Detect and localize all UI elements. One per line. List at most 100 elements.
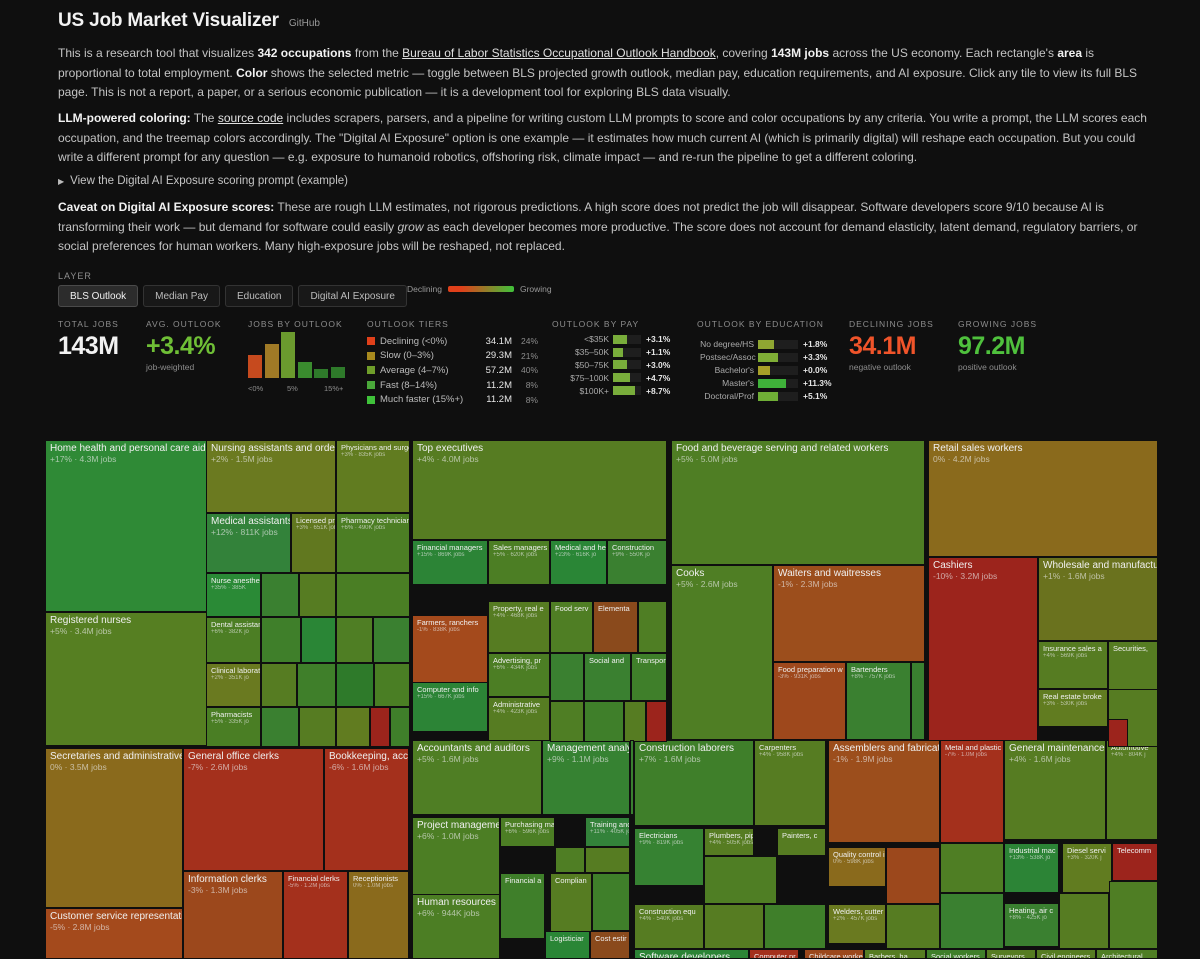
treemap-tile-transport[interactable]: Transport <box>631 653 667 701</box>
treemap-tile-small[interactable] <box>301 617 336 663</box>
treemap-tile-small[interactable] <box>646 701 667 742</box>
scoring-prompt-disclosure[interactable]: ▶ View the Digital AI Exposure scoring p… <box>58 175 348 187</box>
treemap-tile-information-clerks[interactable]: Information clerks -3% · 1.3M jobs <box>183 871 283 959</box>
treemap-tile-real-estate-broke[interactable]: Real estate broke +3% · 530K jobs <box>1038 689 1108 727</box>
source-code-link[interactable]: source code <box>217 111 284 125</box>
treemap-tile-physicians-and-surgeons[interactable]: Physicians and surgeons+3% · 835K jobs <box>336 440 410 513</box>
treemap-tile-small[interactable] <box>261 707 299 747</box>
treemap-tile-financial-a[interactable]: Financial a <box>500 873 545 939</box>
bls-handbook-link[interactable]: Bureau of Labor Statistics Occupational … <box>402 46 716 60</box>
treemap-tile-insurance-sales-a[interactable]: Insurance sales a +4% · 569K jobs <box>1038 641 1108 689</box>
treemap-tile-home-health-and-personal-care-aides[interactable]: Home health and personal care aides +17% … <box>45 440 207 612</box>
treemap-tile-computer-and-info[interactable]: Computer and info +15% · 667K jobs <box>412 682 488 732</box>
treemap-tile-cost-estir[interactable]: Cost estir <box>590 931 630 959</box>
treemap-tile-small[interactable] <box>886 904 940 949</box>
treemap-tile-social-workers[interactable]: Social workers <box>926 949 986 959</box>
treemap-tile-retail-sales-workers[interactable]: Retail sales workers 0% · 4.2M jobs <box>928 440 1158 557</box>
layer-button-bls-outlook[interactable]: BLS Outlook <box>58 285 139 307</box>
treemap-tile-architectural[interactable]: Architectural <box>1096 949 1158 959</box>
treemap-tile-small[interactable] <box>911 662 925 740</box>
treemap-tile-financial-clerks[interactable]: Financial clerks -5% · 1.2M jobs <box>283 871 348 959</box>
treemap-tile-small[interactable] <box>550 653 584 701</box>
treemap-tile-small[interactable] <box>370 707 390 747</box>
treemap-tile-management-analysts[interactable]: Management analysts+9% · 1.1M jobs <box>542 740 630 815</box>
treemap-tile-small[interactable] <box>1108 719 1128 747</box>
treemap-tile-pharmacy-technicians[interactable]: Pharmacy technicians +6% · 490K jobs <box>336 513 410 573</box>
treemap-tile-industrial-mac[interactable]: Industrial mac +13% · 538K jo <box>1004 843 1059 893</box>
treemap-tile-barbers-ha[interactable]: Barbers, ha <box>864 949 926 959</box>
treemap-tile-food-serv[interactable]: Food serv <box>550 601 593 653</box>
treemap-tile-project-management[interactable]: Project management+6% · 1.0M jobs <box>412 817 500 897</box>
treemap-tile-assemblers-and-fabricators[interactable]: Assemblers and fabricators-1% · 1.9M job… <box>828 740 940 843</box>
treemap-tile-diesel-servi[interactable]: Diesel servi +3% · 320K j <box>1062 843 1112 893</box>
treemap-tile-small[interactable] <box>1109 881 1158 949</box>
treemap-tile-general-maintenance[interactable]: General maintenance +4% · 1.6M jobs <box>1004 740 1106 840</box>
treemap-tile-small[interactable] <box>638 601 667 653</box>
treemap-tile-civil-engineers[interactable]: Civil engineers <box>1036 949 1096 959</box>
treemap-tile-small[interactable] <box>299 573 336 617</box>
treemap-tile-small[interactable] <box>261 663 297 707</box>
treemap-tile-purchasing-manag[interactable]: Purchasing manag+6% · 596K jobs <box>500 817 555 847</box>
treemap-tile-small[interactable] <box>336 663 374 707</box>
treemap-tile-computer-pr[interactable]: Computer pr <box>749 949 799 959</box>
treemap-tile-small[interactable] <box>1059 893 1109 949</box>
treemap-tile-licensed-practical-nurses[interactable]: Licensed practical nurses+3% · 651K jobs <box>291 513 336 573</box>
treemap-tile-small[interactable] <box>704 856 777 904</box>
treemap-tile-customer-service-representatives[interactable]: Customer service representatives-5% · 2.… <box>45 908 183 959</box>
treemap-tile-advertising-pr[interactable]: Advertising, pr +6% · 434K jobs <box>488 653 550 697</box>
github-link[interactable]: GitHub <box>288 18 320 29</box>
treemap-tile-cooks[interactable]: Cooks +5% · 2.6M jobs <box>671 565 773 740</box>
treemap-tile-small[interactable] <box>261 617 301 663</box>
treemap-tile-small[interactable] <box>299 707 336 747</box>
treemap-tile-electricians[interactable]: Electricians +9% · 819K jobs <box>634 828 704 886</box>
treemap-tile-small[interactable] <box>373 617 410 663</box>
treemap-tile-small[interactable] <box>550 701 584 742</box>
treemap-tile-small[interactable] <box>555 847 585 873</box>
treemap-tile-plumbers-pipefit[interactable]: Plumbers, pipefit+4% · 505K jobs <box>704 828 754 856</box>
treemap-tile-metal-and-plastic[interactable]: Metal and plastic -7% · 1.0M jobs <box>940 740 1004 843</box>
treemap-tile-wholesale-and-manufacturing-sales[interactable]: Wholesale and manufacturing sales+1% · 1… <box>1038 557 1158 641</box>
treemap-tile-surveyors[interactable]: Surveyors <box>986 949 1036 959</box>
treemap-tile-small[interactable] <box>940 843 1004 893</box>
treemap-tile-farmers-ranchers[interactable]: Farmers, ranchers -1% · 838K jobs <box>412 615 488 683</box>
treemap-tile-nursing-assistants-and-orderlies[interactable]: Nursing assistants and orderlies+2% · 1.… <box>206 440 336 513</box>
treemap-tile-small[interactable] <box>764 904 826 949</box>
treemap-tile-pharmacists[interactable]: Pharmacists +5% · 335K jo <box>206 707 261 747</box>
treemap-tile-small[interactable] <box>374 663 410 707</box>
treemap-tile-elementa[interactable]: Elementa <box>593 601 638 653</box>
treemap-tile-logisticiar[interactable]: Logisticiar <box>545 931 590 959</box>
treemap-tile-small[interactable] <box>630 740 634 815</box>
treemap-tile-telecomm[interactable]: Telecomm <box>1112 843 1158 881</box>
treemap-tile-small[interactable] <box>704 904 764 949</box>
treemap-tile-welders-cutter[interactable]: Welders, cutter +2% · 457K jobs <box>828 904 886 944</box>
treemap-tile-small[interactable] <box>592 873 630 931</box>
treemap-tile-clinical-laboratory[interactable]: Clinical laboratory+2% · 351K jo <box>206 663 261 707</box>
treemap-tile-waiters-and-waitresses[interactable]: Waiters and waitresses -1% · 2.3M jobs <box>773 565 925 662</box>
treemap-tile-nurse-anesthetists[interactable]: Nurse anesthetists+35% · 385K <box>206 573 261 617</box>
treemap-tile-property-real-e[interactable]: Property, real e +4% · 468K jobs <box>488 601 550 653</box>
treemap-tile-accountants-and-auditors[interactable]: Accountants and auditors +5% · 1.6M jobs <box>412 740 542 815</box>
treemap-tile-software-developers[interactable]: Software developers <box>634 949 749 959</box>
treemap-tile-bartenders[interactable]: Bartenders +8% · 757K jobs <box>846 662 911 740</box>
treemap-tile-small[interactable] <box>624 701 646 742</box>
treemap-tile-small[interactable] <box>585 847 630 873</box>
treemap-tile-human-resources-s[interactable]: Human resources s +6% · 944K jobs <box>412 894 500 959</box>
treemap-tile-medical-assistants[interactable]: Medical assistants +12% · 811K jobs <box>206 513 291 573</box>
treemap-tile-childcare-workers[interactable]: Childcare workers <box>804 949 864 959</box>
treemap-tile-small[interactable] <box>297 663 336 707</box>
treemap-tile-cashiers[interactable]: Cashiers -10% · 3.2M jobs <box>928 557 1038 747</box>
treemap-tile-financial-managers[interactable]: Financial managers +15% · 869K jobs <box>412 540 488 585</box>
treemap-tile-small[interactable] <box>940 893 1004 949</box>
treemap-tile-small[interactable] <box>886 847 940 904</box>
treemap-tile-sales-managers[interactable]: Sales managers +5% · 620K jobs <box>488 540 550 585</box>
treemap-tile-food-preparation-w[interactable]: Food preparation w -3% · 931K jobs <box>773 662 846 740</box>
layer-button-digital-ai-exposure[interactable]: Digital AI Exposure <box>298 285 407 307</box>
treemap-tile-quality-control-i[interactable]: Quality control i 0% · 598K jobs <box>828 847 886 887</box>
treemap-tile-small[interactable] <box>261 573 299 617</box>
treemap-tile-dental-assistants[interactable]: Dental assistants+6% · 382K jo <box>206 617 261 663</box>
treemap-tile-administrative[interactable]: Administrative +4% · 423K jobs <box>488 697 550 742</box>
treemap-tile-complian[interactable]: Complian <box>550 873 592 939</box>
treemap-tile-automotive[interactable]: Automotive +4% · 804K j <box>1106 740 1158 840</box>
treemap-tile-training-and[interactable]: Training and +11% · 405K jo <box>585 817 630 847</box>
layer-button-education[interactable]: Education <box>224 285 294 307</box>
